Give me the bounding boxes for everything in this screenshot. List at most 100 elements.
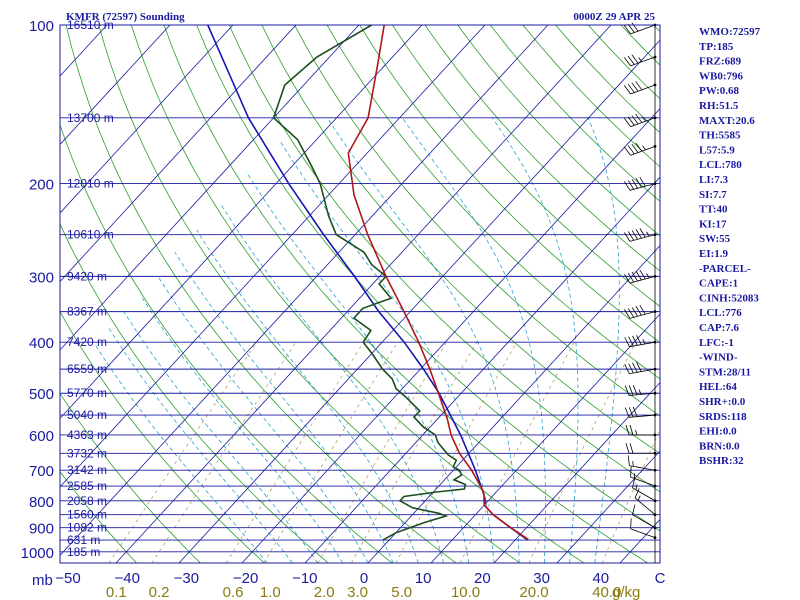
moist-adiabat xyxy=(139,294,344,563)
sounding-index: -WIND- xyxy=(699,352,738,364)
mixing-ratio-line xyxy=(317,341,447,563)
temperature-tick-label: −20 xyxy=(233,570,258,587)
height-label: 5040 m xyxy=(67,408,107,422)
sounding-index: SHR+:0.0 xyxy=(699,396,746,408)
wind-barb-flag xyxy=(624,232,631,242)
wind-barb-shaft xyxy=(632,514,656,529)
wind-barb-flag xyxy=(639,269,646,280)
pressure-tick-label: 1000 xyxy=(21,545,54,562)
sounding-indices: WMO:72597 TP:185 FRZ:689 WB0:796 PW:0.68 RH:5… xyxy=(699,26,761,467)
isotherm xyxy=(60,25,549,556)
wind-barb-flag xyxy=(646,231,650,237)
dry-adiabat xyxy=(326,25,660,380)
wind-barb-flag xyxy=(642,116,646,122)
wind-barb-flag xyxy=(624,407,630,418)
wind-barb-flag xyxy=(624,337,630,347)
wind-barb-flag xyxy=(627,116,635,126)
isotherm xyxy=(60,25,234,214)
mixing-ratio-tick-label: 0.2 xyxy=(149,584,170,600)
wind-barb-shaft xyxy=(629,414,656,418)
temperature-tick-label: −30 xyxy=(174,570,199,587)
isotherm xyxy=(556,450,660,563)
sounding-index: LFC:-1 xyxy=(699,337,734,349)
sounding-index: LI:7.3 xyxy=(699,174,729,186)
sounding-index: SI:7.7 xyxy=(699,189,727,201)
wind-barb-dot xyxy=(653,310,657,314)
wind-barb-dot xyxy=(653,536,657,540)
wind-barb-flag xyxy=(638,57,643,63)
wind-barb-dot xyxy=(653,526,657,530)
wind-barb-flag xyxy=(635,484,638,490)
wind-barb-flag xyxy=(635,229,642,239)
wind-barb-shaft xyxy=(629,234,656,242)
mixing-ratio-tick-label: 10.0 xyxy=(451,584,480,600)
wind-barb-dot xyxy=(653,513,657,517)
pressure-tick-label: 200 xyxy=(29,177,54,194)
mixing-ratio-tick-label: 0.6 xyxy=(223,584,244,600)
wind-barb-dot xyxy=(653,391,657,395)
wind-barb-dot xyxy=(653,116,657,120)
wind-barb-flag xyxy=(624,118,631,127)
wind-barb-dot xyxy=(653,145,657,148)
wind-barb-flag xyxy=(636,362,642,372)
mixing-ratio-line xyxy=(395,342,518,563)
pressure-tick-label: 400 xyxy=(29,335,54,352)
sounding-index: LCL:780 xyxy=(699,159,742,171)
wind-barb-flag xyxy=(631,54,639,64)
wind-barb-shaft xyxy=(629,465,656,471)
chart-grid xyxy=(60,25,660,563)
wind-barb-flag xyxy=(631,179,638,189)
wind-barb-shaft xyxy=(634,497,656,515)
moist-adiabat xyxy=(174,252,394,563)
chart-title: KMFR (72597) Sounding xyxy=(66,11,185,23)
wind-barb-flag xyxy=(627,23,635,33)
isotherm xyxy=(115,25,612,563)
wind-barb-dot xyxy=(653,468,657,472)
pressure-tick-label: 700 xyxy=(29,463,54,480)
sounding-index: CAP:7.6 xyxy=(699,322,740,334)
sounding-index: TP:185 xyxy=(699,41,734,53)
dry-adiabat xyxy=(60,310,265,563)
height-label: 13700 m xyxy=(67,111,114,125)
dry-adiabat xyxy=(98,25,521,563)
sounding-index: CINH:52083 xyxy=(699,292,759,304)
wind-barb-flag xyxy=(639,177,646,187)
wind-barb-flag xyxy=(627,55,635,65)
temperature-tick-label: C xyxy=(655,570,666,587)
wind-barb-flag xyxy=(639,228,646,238)
wind-barb-shaft xyxy=(630,117,656,128)
wind-barb-flag xyxy=(639,305,646,315)
wind-barb-flag xyxy=(624,364,630,374)
sounding-index: WB0:796 xyxy=(699,70,744,82)
sounding-index: RH:51.5 xyxy=(699,100,739,112)
isotherm xyxy=(60,25,423,420)
wind-barb-dot xyxy=(653,340,657,344)
mixing-ratio-line xyxy=(351,341,478,563)
height-label: 6559 m xyxy=(67,362,107,376)
wind-barb-flag xyxy=(629,424,634,436)
mixing-ratio-tick-label: 0.1 xyxy=(106,584,127,600)
wind-barb-flag xyxy=(624,309,631,319)
height-label: 3142 m xyxy=(67,463,107,477)
height-label: 1560 m xyxy=(67,508,107,522)
temperature-line xyxy=(347,25,529,541)
height-label: 2585 m xyxy=(67,479,107,493)
mixing-ratio-tick-label: 40.0 xyxy=(592,584,621,600)
wind-barb-dot xyxy=(653,233,657,237)
temperature-tick-label: −50 xyxy=(55,570,80,587)
wind-barb-shaft xyxy=(630,84,656,95)
dry-adiabat xyxy=(130,25,585,563)
wind-barb-flag xyxy=(635,113,643,123)
wind-barb-flag xyxy=(624,385,630,396)
moist-adiabat xyxy=(278,139,495,563)
mixing-ratio-line xyxy=(601,428,660,563)
dry-adiabat xyxy=(65,25,457,563)
dry-adiabat xyxy=(196,25,660,532)
wind-barb-flag xyxy=(628,336,634,347)
sounding-index: SRDS:118 xyxy=(699,411,747,423)
wind-barb-flag xyxy=(635,306,642,316)
wind-barb-flag xyxy=(624,181,631,191)
temperature-tick-label: −40 xyxy=(114,570,139,587)
isotherm xyxy=(60,25,297,283)
height-label: 2058 m xyxy=(67,494,107,508)
